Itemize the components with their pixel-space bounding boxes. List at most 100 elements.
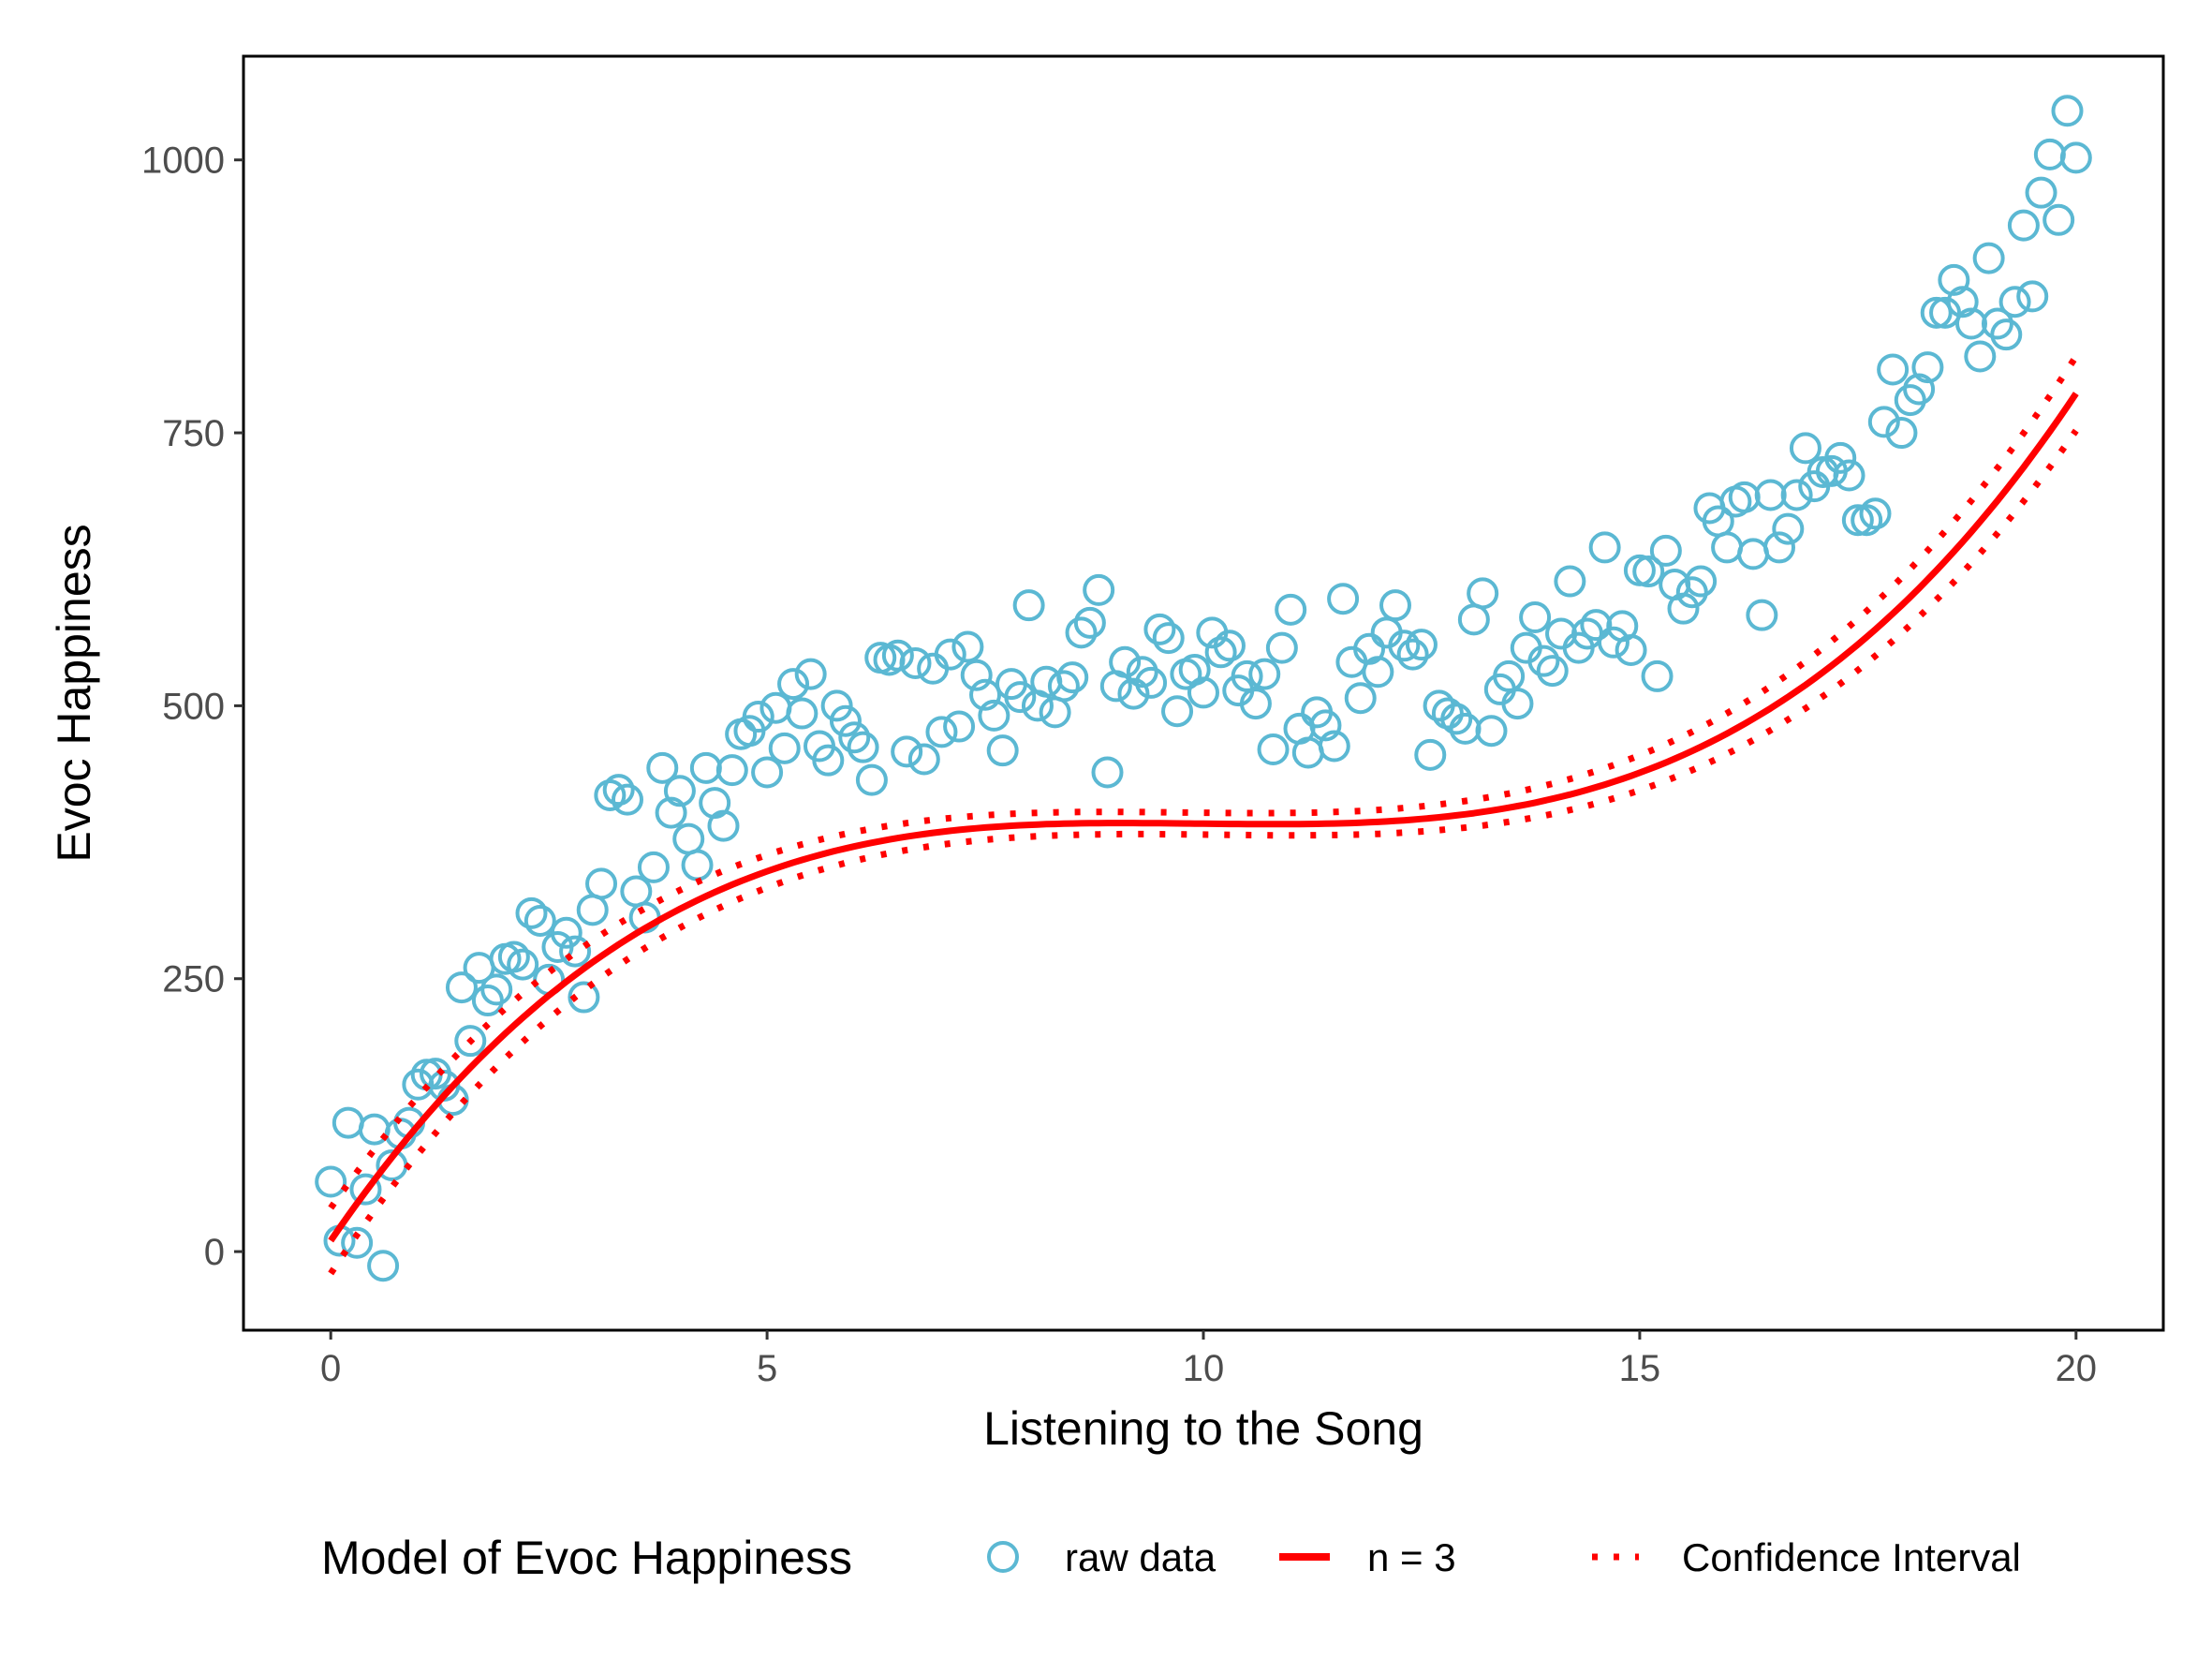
data-point [768,732,801,764]
data-point [1440,703,1473,735]
data-point [1972,242,2005,274]
lines-layer [328,354,2079,1276]
data-point [585,867,618,900]
data-point [759,691,792,724]
data-point [1318,730,1350,763]
data-point [1711,531,1744,564]
data-point [1981,307,2013,340]
data-point [1597,626,1630,659]
data-point [925,716,958,748]
data-point [1388,630,1421,662]
data-point [1667,592,1700,625]
data-point [1065,616,1098,649]
data-point [1187,676,1219,709]
plot-panel-border [242,54,2165,1332]
x-tick-label: 20 [2056,1348,2098,1389]
data-point [1728,481,1761,513]
x-axis-ticks: 0 5 10 15 20 [320,1330,2097,1389]
data-point [917,652,950,685]
data-point [1275,593,1307,626]
data-point [1911,351,1944,384]
data-point [786,697,818,730]
legend-label-confidence-interval: Confidence Interval [1682,1535,2021,1579]
data-point [1143,613,1176,645]
data-point [550,916,582,949]
data-point [838,721,871,754]
data-point [1632,555,1665,588]
data-point [1588,531,1621,564]
y-tick-label: 0 [204,1232,225,1273]
confidence-upper-line [328,354,2079,1210]
data-point [1519,601,1552,634]
data-point [689,751,722,784]
data-point [1091,756,1124,789]
data-point [881,639,914,672]
data-point [1257,733,1290,766]
data-point [663,775,696,807]
data-point [1213,630,1246,662]
x-tick-label: 5 [757,1348,777,1389]
data-point [1344,682,1377,715]
data-point [777,668,810,701]
data-point [1039,696,1071,729]
data-point [707,809,740,842]
data-point [1291,736,1324,769]
data-point [742,701,774,733]
data-point [855,763,888,796]
data-point [899,646,932,679]
data-point [1475,715,1508,748]
data-point [1126,656,1158,689]
x-tick-label: 10 [1183,1348,1225,1389]
data-point [1824,441,1857,474]
data-point [2059,141,2092,174]
data-point [1867,406,1900,438]
data-point [1362,656,1394,689]
data-point [2042,203,2075,236]
data-point [891,735,923,768]
data-point [829,704,862,737]
legend-label-fit: n = 3 [1367,1535,1456,1579]
data-point [445,971,478,1004]
x-tick-label: 0 [320,1348,341,1389]
data-point [1998,286,2031,318]
data-point [1894,384,1926,417]
data-point [497,941,530,973]
data-point [1545,617,1578,650]
data-point [1615,633,1647,666]
data-point [1754,479,1787,511]
x-tick-label: 15 [1619,1348,1661,1389]
data-point [2007,209,2040,242]
data-point [332,1106,364,1139]
data-point [2025,176,2057,209]
y-tick-label: 250 [162,959,225,1000]
data-point [812,744,845,777]
data-point [1885,417,1918,450]
data-point [1083,573,1115,606]
data-point [1073,606,1106,639]
data-point [1641,659,1674,692]
data-point [1920,296,1953,329]
data-point [480,973,513,1006]
data-point [1859,497,1892,530]
data-point [1030,665,1063,698]
data-point [568,981,600,1014]
data-point [1327,583,1360,615]
data-point [1938,263,1970,296]
data-point [1467,577,1499,610]
data-point [2051,95,2084,127]
data-point [515,896,548,929]
y-axis-title: Evoc Happiness [48,524,100,862]
data-point [341,1226,374,1259]
y-tick-label: 750 [162,413,225,454]
data-point [1990,318,2023,351]
data-point [454,1025,487,1058]
data-point [1309,709,1342,742]
data-point [1851,504,1883,537]
data-point [1012,589,1045,622]
data-point [1414,738,1447,771]
data-point [1239,688,1272,720]
data-point [1047,670,1080,703]
data-point [1675,576,1708,609]
data-point [672,822,705,855]
